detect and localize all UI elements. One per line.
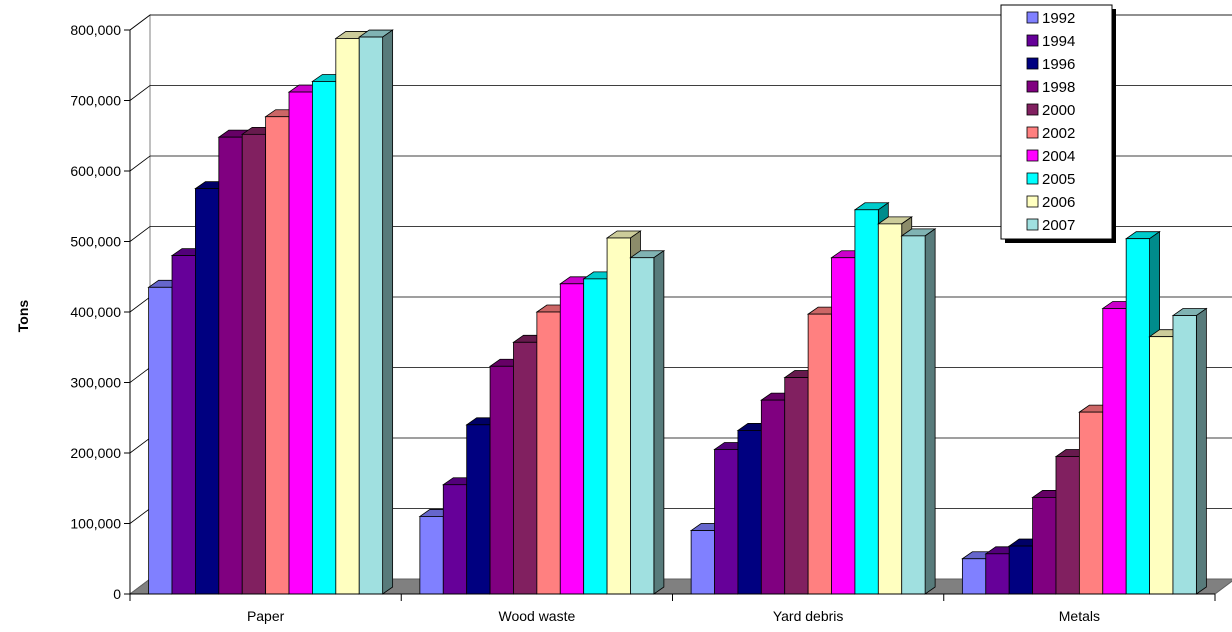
bar	[357, 29, 394, 595]
legend-swatch	[1026, 126, 1039, 139]
gridline	[129, 85, 1232, 101]
legend-entry: 2004	[1042, 148, 1075, 165]
legend-box	[1000, 4, 1113, 240]
legend-swatch	[1026, 11, 1039, 24]
legend-swatch	[1026, 80, 1039, 93]
legend-swatch	[1026, 195, 1039, 208]
gridline	[129, 155, 1232, 172]
legend-entry: 2006	[1042, 194, 1075, 211]
y-tick-label: 600,000	[70, 163, 121, 179]
y-axis-label: Tons	[15, 300, 31, 333]
legend-entry: 1992	[1042, 10, 1075, 27]
legend-entry: 2000	[1042, 102, 1075, 119]
y-tick-label: 200,000	[70, 445, 121, 461]
x-axis-ticks: Paper Wood waste Yard debris Metals	[129, 594, 1216, 624]
y-tick-label: 100,000	[70, 516, 121, 532]
y-tick-label: 300,000	[70, 375, 121, 391]
x-tick-label: Metals	[1059, 608, 1100, 624]
legend-entry: 2007	[1042, 217, 1075, 234]
bars	[147, 29, 1208, 595]
legend-swatch	[1026, 218, 1039, 231]
legend-entry: 1994	[1042, 33, 1075, 50]
gridline	[129, 14, 1232, 31]
legend-swatch	[1026, 103, 1039, 116]
legend-entry: 1996	[1042, 56, 1075, 73]
bar	[1171, 307, 1208, 595]
x-tick-label: Yard debris	[773, 608, 844, 624]
x-tick-label: Paper	[247, 608, 285, 624]
bar	[629, 249, 666, 595]
y-tick-label: 500,000	[70, 234, 121, 250]
legend: 1992 1994 1996 1998 2000 2002 2004 2005 2006 2007	[1000, 4, 1116, 243]
bar	[900, 228, 937, 595]
legend-swatch	[1026, 149, 1039, 162]
x-tick-label: Wood waste	[498, 608, 575, 624]
y-tick-label: 400,000	[70, 304, 121, 320]
legend-swatch	[1026, 57, 1039, 70]
y-axis-ticks: 0 100,000 200,000 300,000 400,000 500,000 600,…	[70, 22, 130, 602]
legend-entry: 2002	[1042, 125, 1075, 142]
y-tick-label: 700,000	[70, 93, 121, 109]
legend-swatch	[1026, 34, 1039, 47]
y-tick-label: 800,000	[70, 22, 121, 38]
legend-entry: 1998	[1042, 79, 1075, 96]
y-tick-label: 0	[113, 586, 121, 602]
legend-entry: 2005	[1042, 171, 1075, 188]
legend-swatch	[1026, 172, 1039, 185]
